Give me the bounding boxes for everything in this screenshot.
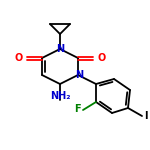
Text: I: I: [144, 111, 147, 121]
Text: NH₂: NH₂: [50, 91, 70, 101]
Text: O: O: [15, 53, 23, 63]
Text: O: O: [97, 53, 105, 63]
Text: F: F: [74, 104, 81, 114]
Text: N: N: [75, 70, 83, 80]
Text: N: N: [56, 44, 64, 54]
